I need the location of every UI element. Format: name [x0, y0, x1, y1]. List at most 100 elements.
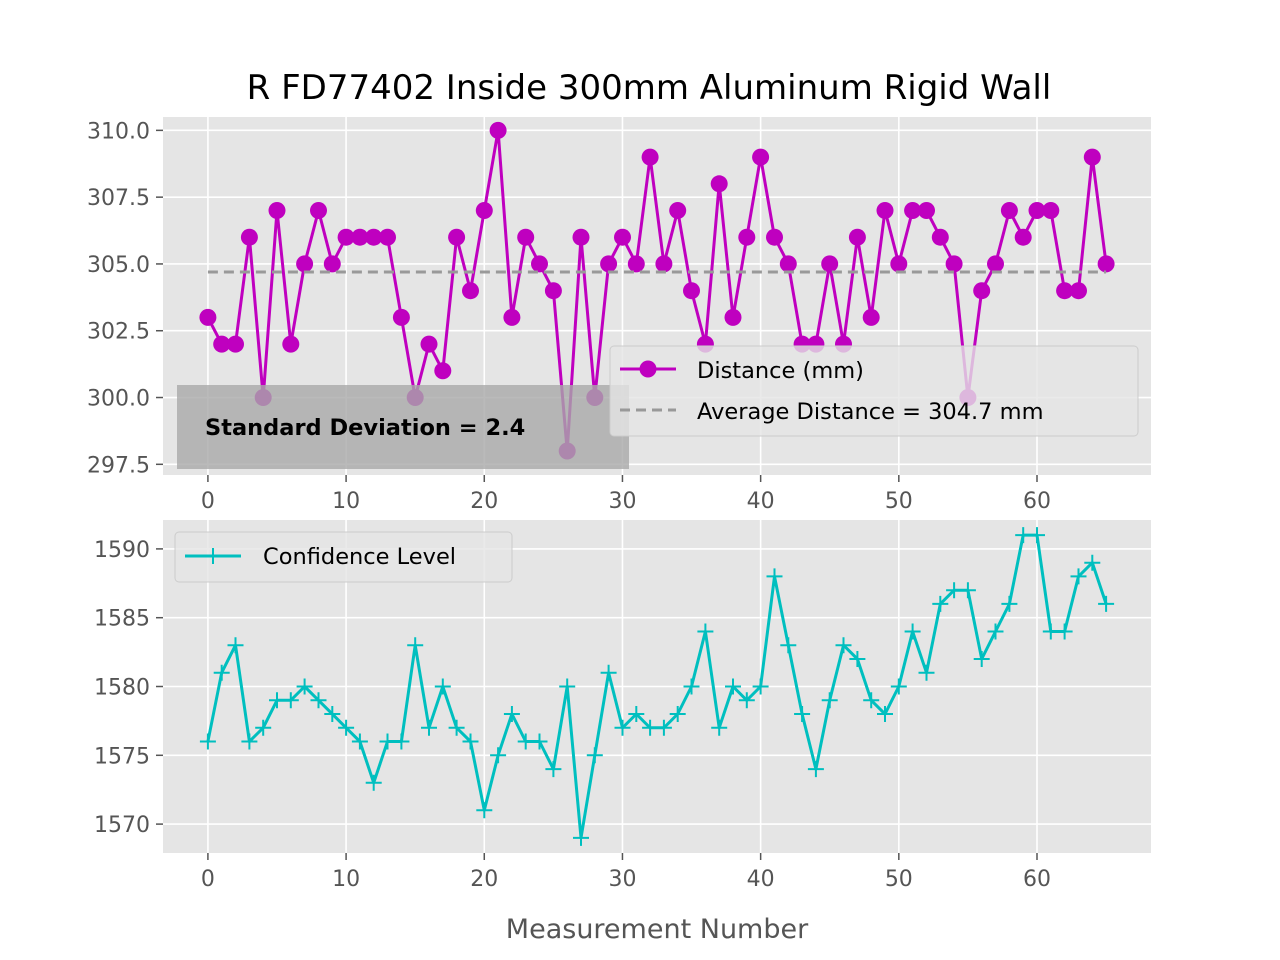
y-tick-label: 300.0: [87, 387, 150, 412]
confidence-point: [973, 651, 990, 667]
distance-point: [572, 228, 590, 246]
confidence-point: [890, 678, 907, 695]
distance-point: [268, 202, 286, 219]
confidence-ticks: 0 10 20 30 40 50 60 1570 1575 1580 1585 1590: [94, 538, 1051, 892]
confidence-point: [655, 719, 672, 736]
distance-point: [213, 335, 231, 353]
distance-point: [1014, 228, 1032, 246]
distance-point: [517, 228, 535, 246]
confidence-point: [282, 692, 299, 709]
distance-point: [448, 228, 466, 246]
distance-point: [641, 148, 659, 166]
distance-point: [918, 202, 935, 219]
confidence-point: [987, 623, 1004, 640]
distance-point: [987, 255, 1004, 273]
distance-point: [296, 255, 314, 273]
distance-point: [282, 335, 300, 353]
confidence-point: [1098, 595, 1115, 612]
distance-point: [738, 228, 756, 246]
distance-point: [434, 362, 452, 380]
distance-point: [752, 148, 770, 166]
confidence-point: [434, 678, 451, 695]
confidence-point: [877, 706, 893, 722]
x-tick-label: 50: [885, 867, 913, 892]
distance-point: [323, 255, 341, 273]
confidence-point: [849, 651, 866, 667]
confidence-point: [324, 706, 341, 722]
confidence-point: [614, 719, 631, 736]
confidence-point: [1015, 527, 1032, 544]
confidence-point: [199, 733, 216, 750]
confidence-point: [807, 761, 824, 778]
y-tick-label: 310.0: [87, 119, 150, 144]
confidence-point: [586, 747, 603, 764]
distance-point: [310, 202, 327, 219]
distance-point: [779, 255, 797, 273]
distance-point: [848, 228, 866, 246]
distance-point: [862, 308, 880, 326]
y-tick-label: 305.0: [87, 253, 150, 278]
distance-legend: Distance (mm) Average Distance = 304.7 m…: [609, 345, 1139, 437]
distance-ticks: 0 10 20 30 40 50 60 297.5 300.0 302.5 305.0 307.5 31…: [87, 119, 1051, 514]
confidence-point: [407, 637, 424, 654]
confidence-point: [213, 664, 230, 681]
distance-point: [1056, 282, 1074, 300]
confidence-point: [1056, 623, 1073, 640]
distance-point: [1097, 255, 1115, 273]
x-axis-label: Measurement Number: [506, 914, 809, 945]
confidence-point: [338, 719, 355, 736]
distance-point: [199, 308, 217, 326]
x-tick-label: 40: [747, 867, 775, 892]
confidence-point: [421, 719, 437, 736]
y-tick-label: 1580: [94, 676, 150, 701]
confidence-point: [531, 733, 548, 750]
confidence-point: [697, 623, 714, 640]
confidence-point: [904, 623, 921, 640]
distance-point: [614, 228, 631, 246]
distance-point: [821, 255, 839, 273]
confidence-point: [794, 706, 811, 722]
distance-point: [710, 175, 728, 193]
distance-legend-frame: [609, 345, 1139, 437]
confidence-point: [821, 692, 838, 709]
distance-point: [973, 282, 991, 300]
distance-series-layer: [199, 121, 1115, 460]
confidence-point: [503, 706, 520, 722]
distance-point: [669, 202, 687, 219]
distance-point: [503, 308, 521, 326]
confidence-point: [462, 733, 479, 750]
distance-point: [931, 228, 949, 246]
legend-distance-label: Distance (mm): [697, 358, 864, 384]
x-tick-label: 60: [1023, 867, 1051, 892]
confidence-point: [379, 733, 396, 750]
confidence-legend-frame: [174, 531, 513, 583]
confidence-point: [310, 692, 327, 709]
confidence-point: [296, 678, 313, 695]
distance-point: [627, 255, 645, 273]
distance-point: [890, 255, 908, 273]
distance-point: [489, 121, 507, 139]
legend-confidence-marker: [205, 548, 221, 564]
distance-point: [766, 228, 783, 246]
legend-distance-entry: Distance (mm): [620, 358, 864, 384]
confidence-point: [545, 761, 562, 778]
x-tick-label: 10: [332, 867, 360, 892]
distance-point: [240, 228, 258, 246]
distance-point: [683, 282, 700, 300]
confidence-point: [711, 719, 728, 736]
confidence-point: [490, 747, 507, 764]
x-tick-label: 40: [747, 489, 775, 514]
standard-deviation-label: Standard Deviation = 2.4: [205, 415, 525, 441]
x-tick-label: 0: [201, 489, 215, 514]
confidence-point: [476, 802, 493, 819]
distance-point: [531, 255, 548, 273]
x-tick-label: 50: [885, 489, 913, 514]
confidence-point: [517, 733, 534, 750]
confidence-point: [1042, 623, 1059, 640]
confidence-point: [959, 582, 976, 599]
distance-point: [365, 228, 383, 246]
distance-point: [420, 335, 438, 353]
x-tick-label: 20: [470, 489, 498, 514]
confidence-point: [752, 678, 769, 695]
